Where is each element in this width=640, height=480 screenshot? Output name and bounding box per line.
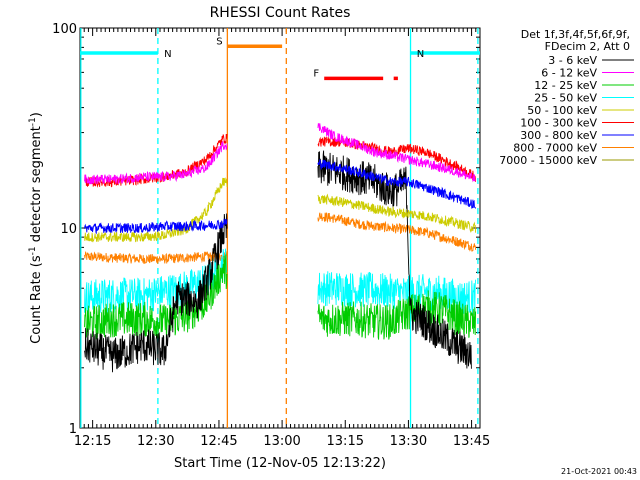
legend-label: 12 - 25 keV	[534, 79, 597, 92]
annotation-layer: N N S F	[80, 28, 480, 428]
axis-ticks: 12:15 12:30 12:45 13:00 13:15 13:30 13:45 1 10 10…	[52, 22, 490, 449]
series-6-12-kev	[84, 123, 476, 185]
chart-title: RHESSI Count Rates	[210, 5, 351, 21]
legend-header-line: Det 1f,3f,4f,5f,6f,9f,	[521, 28, 630, 41]
series-12-25-kev	[84, 254, 477, 340]
night-n-label: N	[417, 49, 424, 60]
x-tick-label: 12:15	[74, 434, 111, 449]
legend-label: 7000 - 15000 keV	[499, 154, 597, 167]
y-tick-label: 1	[69, 422, 77, 437]
plot-frame	[79, 27, 481, 429]
legend-label: 50 - 100 keV	[527, 104, 597, 117]
legend-label: 300 - 800 keV	[520, 129, 597, 142]
series-50-100-kev	[84, 177, 477, 243]
legend-header-line: FDecim 2, Att 0	[545, 40, 630, 53]
y-tick-label: 10	[60, 222, 77, 237]
x-tick-label: 12:30	[137, 434, 174, 449]
legend-label: 100 - 300 keV	[520, 117, 597, 130]
x-tick-label: 13:45	[453, 434, 490, 449]
timestamp: 21-Oct-2021 00:43	[561, 467, 637, 476]
legend-label: 25 - 50 keV	[534, 92, 597, 105]
series-300-800-kev	[84, 159, 477, 235]
legend-label: 3 - 6 keV	[548, 54, 597, 67]
night-n-label: N	[164, 49, 171, 60]
legend-label: 800 - 7000 keV	[513, 142, 597, 155]
y-tick-label: 100	[52, 22, 77, 37]
x-axis-label: Start Time (12-Nov-05 12:13:22)	[174, 456, 386, 471]
x-tick-label: 13:00	[263, 434, 300, 449]
y-axis-label: Count Rate (s-1 detector segment-1)	[28, 112, 44, 344]
x-tick-label: 13:30	[390, 434, 427, 449]
legend: Det 1f,3f,4f,5f,6f,9f,FDecim 2, Att 03 -…	[499, 28, 634, 167]
legend-label: 6 - 12 keV	[541, 67, 597, 80]
series-800-7000-kev	[84, 212, 477, 264]
x-tick-label: 13:15	[327, 434, 364, 449]
x-tick-label: 12:45	[200, 434, 237, 449]
saa-s-label: S	[216, 36, 222, 47]
flare-f-label: F	[313, 68, 319, 79]
series-layer	[84, 123, 477, 373]
